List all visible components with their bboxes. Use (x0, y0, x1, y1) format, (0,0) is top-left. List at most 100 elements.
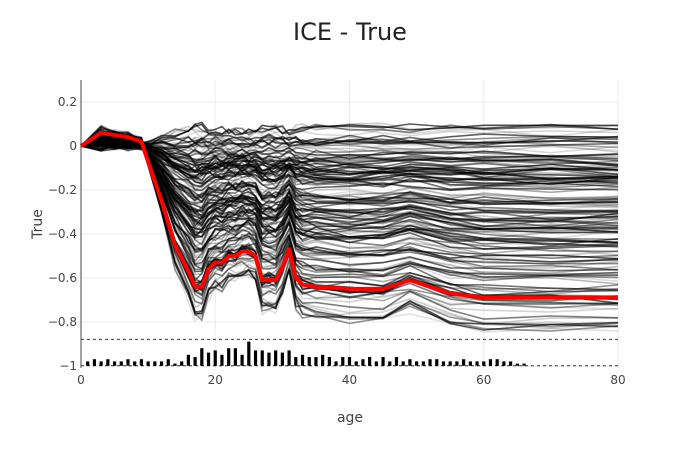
rug-bar (253, 350, 258, 366)
x-axis-label: age (337, 410, 363, 426)
rug-bar (482, 361, 486, 366)
ice-line (80, 130, 619, 333)
rug-bar (99, 361, 103, 366)
average-line (79, 130, 618, 300)
rug-bar (394, 357, 399, 366)
rug-bar (267, 352, 271, 366)
rug-bar (522, 363, 526, 366)
ice-line (80, 137, 619, 206)
ice-line (80, 133, 619, 147)
ice-line (80, 136, 619, 206)
rug-bar (294, 357, 298, 366)
rug-bar (206, 352, 211, 366)
rug-bar (341, 357, 345, 366)
ice-line (80, 140, 619, 152)
ice-line (80, 140, 619, 151)
rug-bar (186, 354, 190, 366)
rug-bar (86, 361, 90, 366)
x-tick-label: 60 (476, 373, 491, 387)
ice-line (80, 131, 619, 331)
chart-title: ICE - True (293, 18, 407, 46)
rug-layer (81, 338, 618, 367)
ice-line (80, 131, 619, 260)
ice-line (80, 140, 619, 204)
ice-line (80, 137, 619, 272)
rug-bar (381, 357, 385, 366)
ice-line (80, 137, 619, 230)
rug-bar (227, 348, 231, 366)
ice-line (80, 135, 619, 263)
rug-bar (488, 359, 493, 366)
rug-bar (327, 357, 331, 366)
rug-bar (462, 359, 466, 366)
x-tick-label: 20 (208, 373, 223, 387)
rug-bar (334, 361, 338, 366)
ice-line (80, 140, 619, 166)
y-tick-label: −0.8 (48, 315, 77, 329)
rug-bar (441, 361, 446, 366)
y-tick-label: −0.6 (48, 271, 77, 285)
rug-bar (321, 354, 325, 366)
y-axis-label: True (30, 209, 46, 240)
rug-bar (200, 348, 204, 366)
ice-lines-layer (80, 121, 619, 333)
rug-bar (159, 361, 164, 366)
ice-line (80, 142, 619, 223)
ice-line (80, 141, 619, 187)
rug-bar (448, 361, 452, 366)
y-tick-label: −1 (59, 359, 77, 373)
rug-bar (515, 363, 519, 366)
ice-line (80, 129, 619, 285)
rug-bar (153, 361, 157, 366)
rug-bar (146, 361, 150, 366)
ice-line (80, 127, 619, 330)
rug-bar (495, 359, 499, 366)
ice-line (80, 135, 619, 216)
ice-line (80, 135, 619, 228)
ice-line (80, 138, 619, 187)
rug-bar (166, 359, 170, 366)
rug-bar (361, 359, 365, 366)
ice-line (80, 134, 619, 277)
rug-bar (374, 361, 378, 366)
x-tick-label: 80 (610, 373, 625, 387)
ice-line (80, 131, 618, 325)
rug-bar (347, 357, 352, 366)
ice-line (80, 141, 619, 191)
rug-bar (274, 350, 278, 366)
rug-bar (92, 359, 97, 366)
rug-bar (220, 354, 224, 366)
rug-bar (106, 359, 110, 366)
rug-bar (193, 357, 197, 366)
ice-line (80, 137, 619, 205)
average-line-layer (79, 130, 618, 300)
rug-bar (307, 357, 311, 366)
rug-bar (368, 357, 372, 366)
axes-layer: 0 20 40 60 80 0.2 0 −0.2 −0.4 −0.6 −0.8 −1 (48, 80, 626, 387)
ice-line (80, 137, 619, 206)
ice-line (80, 135, 619, 240)
rug-bar (502, 361, 506, 366)
ice-line (80, 123, 618, 152)
rug-bar (300, 354, 305, 366)
ice-line (80, 135, 619, 234)
ice-line (80, 128, 619, 153)
ice-line (80, 142, 619, 167)
ice-line (80, 137, 619, 151)
ice-line (80, 136, 619, 152)
rug-bar (133, 361, 137, 366)
y-tick-label: −0.2 (48, 183, 77, 197)
ice-line (80, 135, 619, 250)
y-tick-label: −0.4 (48, 227, 77, 241)
rug-bar (260, 350, 264, 366)
rug-bar (119, 361, 123, 366)
rug-bar (388, 361, 392, 366)
y-tick-label: 0 (69, 139, 77, 153)
rug-bar (354, 361, 358, 366)
x-tick-label: 0 (77, 373, 85, 387)
rug-bar (233, 348, 237, 366)
rug-bar (173, 363, 177, 366)
ice-line (80, 134, 619, 260)
rug-bar (126, 359, 130, 366)
